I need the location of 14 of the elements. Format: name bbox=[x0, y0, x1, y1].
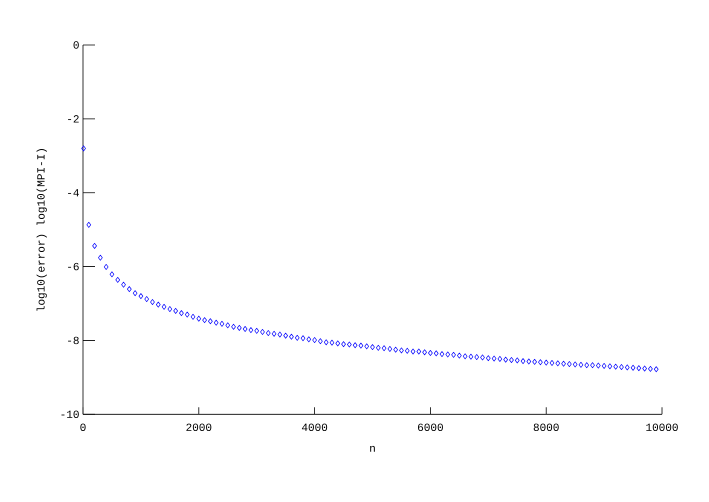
x-tick-label: 6000 bbox=[418, 424, 443, 432]
y-tick-label: -2 bbox=[68, 115, 79, 123]
y-tick-label: -4 bbox=[68, 189, 79, 196]
y-axis-title: log10(error) log10(MPI-I) bbox=[36, 149, 47, 311]
x-tick-label: 0 bbox=[80, 424, 86, 432]
x-axis-title: n bbox=[370, 446, 375, 452]
y-tick-label: -10 bbox=[61, 410, 79, 418]
x-tick-label: 4000 bbox=[302, 424, 328, 432]
x-tick-label: 10000 bbox=[646, 424, 678, 432]
y-tick-label: 0 bbox=[74, 41, 79, 49]
x-tick-label: 8000 bbox=[534, 424, 559, 432]
x-tick-label: 2000 bbox=[186, 424, 212, 432]
y-tick-label: -6 bbox=[68, 262, 79, 270]
y-tick-label: -8 bbox=[68, 336, 79, 344]
